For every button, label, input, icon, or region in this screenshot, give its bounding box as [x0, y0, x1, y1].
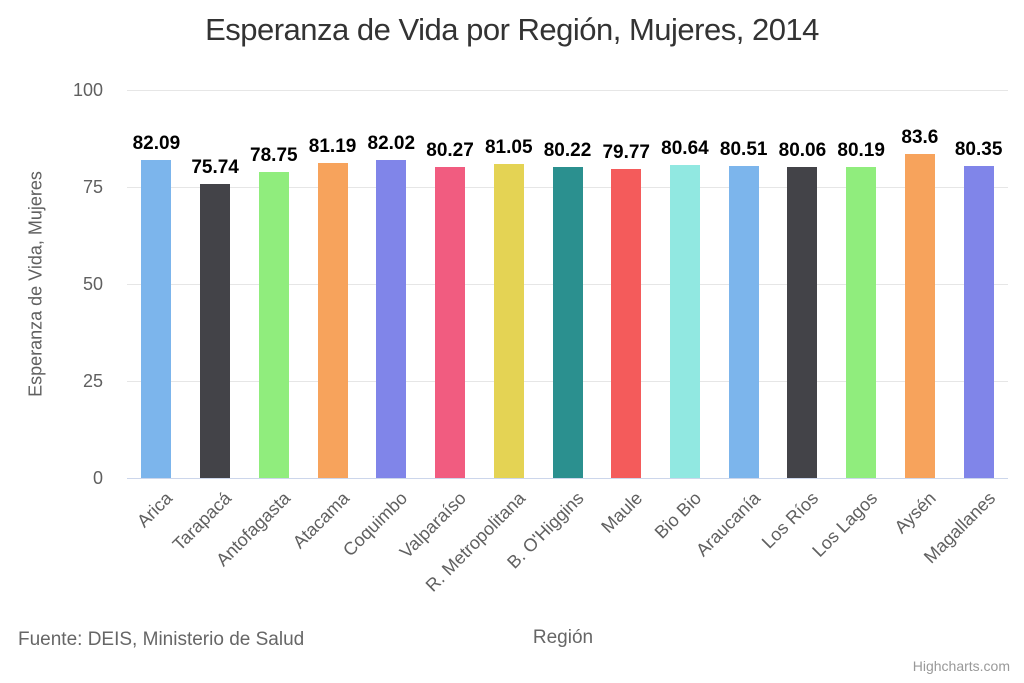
- bar-atacama[interactable]: [317, 162, 348, 478]
- bar-maule[interactable]: [611, 168, 642, 478]
- bar-value-label-ays-n: 83.6: [901, 126, 939, 148]
- bar-value-label-b-o-higgins: 80.22: [543, 139, 592, 161]
- bar-ays-n[interactable]: [904, 153, 935, 478]
- bar-value-label-los-r-os: 80.06: [778, 140, 827, 162]
- bar-los-r-os[interactable]: [787, 167, 818, 478]
- bar-r-metropolitana[interactable]: [493, 163, 524, 478]
- highcharts-credits-link[interactable]: Highcharts.com: [912, 658, 1010, 674]
- y-tick-label-100: 100: [72, 80, 103, 100]
- x-tick-label-arica: Arica: [133, 488, 177, 532]
- y-tick-label-0: 0: [92, 468, 103, 488]
- bar-los-lagos[interactable]: [846, 166, 877, 478]
- bar-magallanes[interactable]: [963, 166, 994, 478]
- y-tick-label-50: 50: [82, 274, 103, 294]
- bar-value-label-arica: 82.09: [132, 132, 181, 154]
- bar-value-label-r-metropolitana: 81.05: [484, 136, 533, 158]
- bar-arica[interactable]: [141, 159, 172, 478]
- bar-value-label-bio-bio: 80.64: [661, 138, 709, 160]
- bar-bio-bio[interactable]: [669, 165, 700, 478]
- bar-antofagasta[interactable]: [258, 172, 289, 478]
- x-tick-label-ays-n: Aysén: [890, 488, 941, 538]
- bar-value-label-coquimbo: 82.02: [367, 132, 416, 154]
- bar-tarapac[interactable]: [200, 184, 231, 478]
- bar-value-label-los-lagos: 80.19: [837, 139, 885, 161]
- bar-value-label-tarapac: 75.74: [191, 157, 239, 179]
- bar-value-label-atacama: 81.19: [308, 135, 357, 157]
- bar-valpara-so[interactable]: [435, 166, 466, 478]
- x-tick-label-bio-bio: Bio Bio: [650, 488, 706, 543]
- x-tick-label-maule: Maule: [597, 488, 647, 537]
- gridline-100: [127, 90, 1008, 91]
- bar-value-label-maule: 79.77: [602, 141, 650, 163]
- bar-coquimbo[interactable]: [376, 159, 407, 478]
- x-axis-line: [127, 478, 1008, 479]
- bar-value-label-araucan-a: 80.51: [719, 138, 768, 160]
- chart-title: Esperanza de Vida por Región, Mujeres, 2…: [205, 12, 819, 47]
- x-axis-title: Región: [532, 627, 594, 648]
- y-tick-label-25: 25: [82, 371, 103, 391]
- source-note: Fuente: DEIS, Ministerio de Salud: [18, 629, 305, 650]
- bar-value-label-magallanes: 80.35: [954, 139, 1003, 161]
- y-tick-label-75: 75: [82, 177, 103, 197]
- bar-value-label-valpara-so: 80.27: [426, 139, 474, 161]
- bar-araucan-a[interactable]: [728, 165, 759, 478]
- plot-area: 82.09 Arica 75.74 Tarapacá 78.75 Antofagasta 8…: [127, 90, 1008, 596]
- y-axis-labels: 0 25 50 75 100: [0, 0, 103, 683]
- bar-b-o-higgins[interactable]: [552, 166, 583, 478]
- bar-value-label-antofagasta: 78.75: [250, 145, 298, 167]
